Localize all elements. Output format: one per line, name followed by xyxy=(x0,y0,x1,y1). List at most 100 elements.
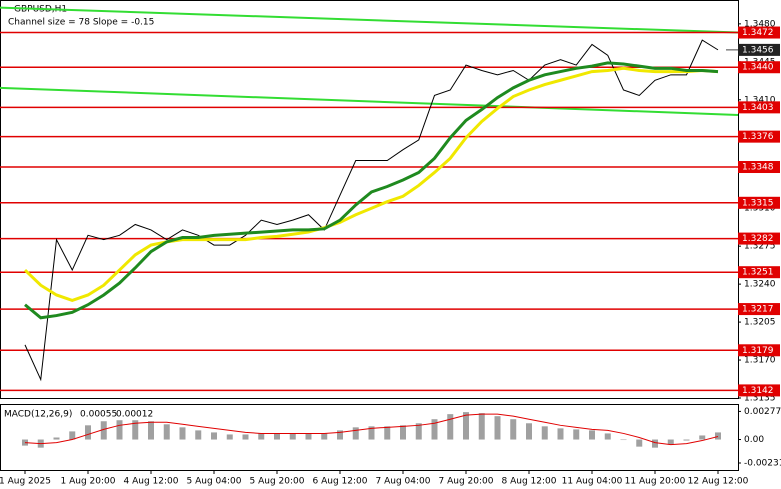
moving-average xyxy=(24,61,719,320)
macd-bar xyxy=(195,430,202,440)
macd-bar xyxy=(447,414,454,440)
level-label: 1.3217 xyxy=(742,305,774,315)
level-label-box xyxy=(738,384,780,397)
level-label: 1.3403 xyxy=(742,103,774,113)
x-tick-label: 7 Aug 20:00 xyxy=(439,477,494,487)
macd-bar xyxy=(163,424,170,440)
x-tick-label: 7 Aug 04:00 xyxy=(376,477,431,487)
macd-value: 0.00055 xyxy=(80,410,117,420)
level-label-box xyxy=(738,266,780,279)
macd-title: MACD(12,26,9) xyxy=(4,410,72,420)
macd-bar xyxy=(400,425,406,440)
level-label: 1.3179 xyxy=(742,346,774,356)
macd-bar xyxy=(337,430,343,440)
macd-bar xyxy=(100,421,107,440)
macd-value: 0.00012 xyxy=(116,410,153,420)
macd-bar xyxy=(179,427,186,440)
level-label: 1.3348 xyxy=(742,163,774,173)
level-label: 1.3376 xyxy=(742,132,774,142)
level-label: 1.3142 xyxy=(742,386,774,396)
x-tick-label: 5 Aug 20:00 xyxy=(250,477,305,487)
level-label-box xyxy=(738,101,780,114)
level-label-box xyxy=(738,344,780,357)
level-label: 1.3282 xyxy=(742,234,774,244)
y-tick-label: 1.3240 xyxy=(744,280,776,290)
macd-bar xyxy=(352,427,359,440)
macd-bar xyxy=(652,439,658,448)
macd-bar xyxy=(636,439,643,447)
y-tick-label: 1.3410 xyxy=(744,95,776,105)
macd-bar xyxy=(589,430,595,440)
macd-bar xyxy=(494,416,501,440)
macd-signal xyxy=(24,413,719,446)
level-label-box xyxy=(738,26,780,39)
y-tick-label: -0.00231 xyxy=(744,458,781,468)
y-tick-label: 1.3135 xyxy=(744,394,776,404)
macd-bar xyxy=(85,425,91,440)
current-price-box xyxy=(738,43,780,56)
macd-bar xyxy=(431,419,438,440)
y-tick-label: 0.00277 xyxy=(744,407,781,417)
level-label: 1.3251 xyxy=(742,268,774,278)
x-tick-label: 8 Aug 12:00 xyxy=(502,477,557,487)
main-frame xyxy=(0,0,739,399)
y-tick-label: 1.3205 xyxy=(744,318,776,328)
level-label-box xyxy=(738,232,780,245)
macd-bar xyxy=(321,433,328,440)
moving-average xyxy=(23,66,719,302)
level-label-box xyxy=(738,303,780,316)
level-label: 1.3315 xyxy=(742,198,774,208)
level-label-box xyxy=(738,61,780,74)
macd-bar xyxy=(258,433,265,440)
level-label-box xyxy=(738,196,780,209)
macd-bar xyxy=(573,429,580,440)
level-label: 1.3472 xyxy=(742,28,774,38)
level-label-box xyxy=(738,161,780,174)
channel-line xyxy=(0,86,739,116)
macd-bar xyxy=(274,433,280,440)
macd-bar xyxy=(289,433,296,440)
macd-bar xyxy=(53,437,60,440)
macd-bar xyxy=(667,439,674,445)
y-tick-label: 1.3480 xyxy=(744,19,776,29)
y-tick-label: 1.3170 xyxy=(744,356,776,366)
macd-bar xyxy=(384,426,391,440)
macd-bar xyxy=(242,434,249,440)
channel-line xyxy=(0,6,739,34)
macd-bar xyxy=(132,420,139,440)
macd-bar xyxy=(211,432,217,440)
macd-bar xyxy=(478,413,485,440)
chart-subtitle: Channel size = 78 Slope = -0.15 xyxy=(8,18,154,28)
macd-frame xyxy=(0,404,739,471)
macd-bar xyxy=(541,426,548,440)
macd-bar xyxy=(305,433,312,440)
macd-bar xyxy=(715,432,721,440)
macd-bar xyxy=(415,423,422,440)
y-tick-label: 1.3275 xyxy=(744,242,776,252)
macd-bar xyxy=(148,421,154,440)
y-tick-label: 0.00 xyxy=(744,435,764,445)
macd-bar xyxy=(368,426,375,440)
macd-bar xyxy=(683,439,690,441)
macd-bar xyxy=(526,423,532,440)
level-label: 1.3440 xyxy=(742,63,774,73)
macd-bar xyxy=(69,431,76,440)
price-line xyxy=(24,39,719,382)
macd-bar xyxy=(116,420,123,440)
x-tick-label: 1 Aug 20:00 xyxy=(61,477,116,487)
macd-bar xyxy=(557,428,564,440)
macd-bar xyxy=(620,439,627,441)
current-price-label: 1.3456 xyxy=(742,45,774,55)
x-tick-label: 6 Aug 12:00 xyxy=(313,477,368,487)
x-tick-label: 11 Aug 20:00 xyxy=(625,477,686,487)
macd-bar xyxy=(510,419,517,440)
x-tick-label: 1 Aug 2025 xyxy=(0,477,51,487)
x-tick-label: 4 Aug 12:00 xyxy=(124,477,179,487)
x-tick-label: 11 Aug 04:00 xyxy=(562,477,623,487)
macd-bar xyxy=(699,435,706,440)
x-tick-label: 12 Aug 12:00 xyxy=(688,477,749,487)
macd-bar xyxy=(226,434,233,440)
x-tick-label: 5 Aug 04:00 xyxy=(187,477,242,487)
level-label-box xyxy=(738,130,780,143)
